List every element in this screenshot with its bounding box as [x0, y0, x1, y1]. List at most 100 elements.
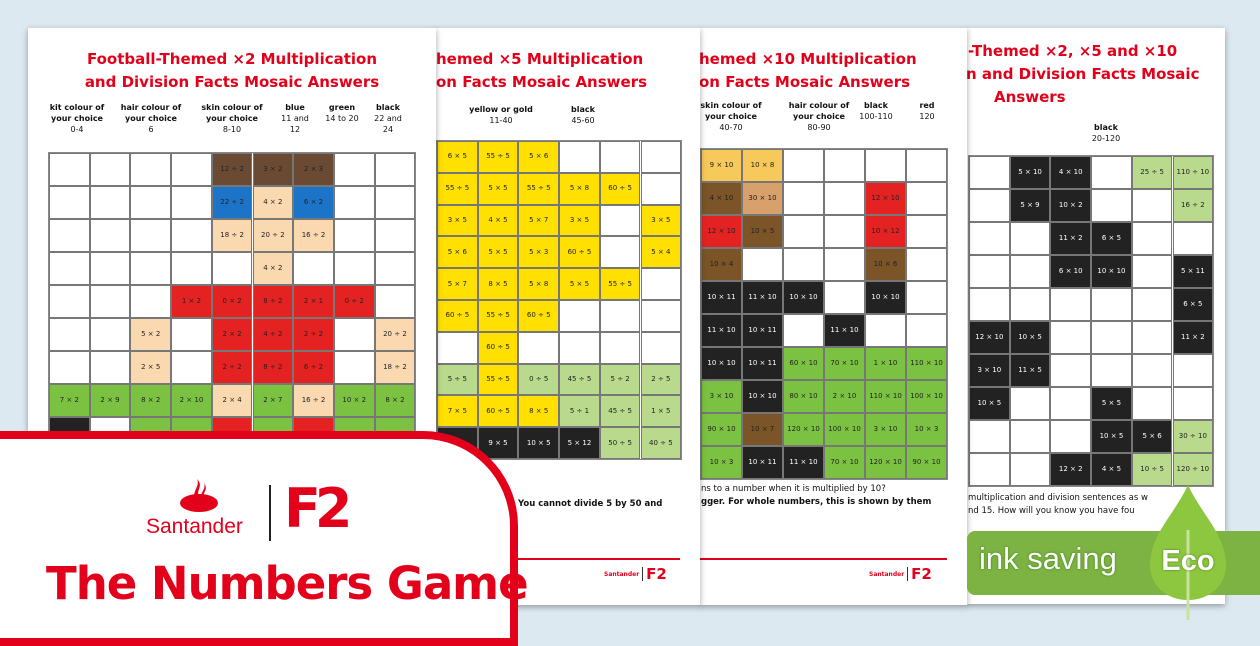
eco-label: Eco [1161, 545, 1215, 577]
mosaic-cell: 60 ÷ 5 [559, 236, 600, 269]
mosaic-cell: 8 ÷ 2 [252, 285, 294, 318]
mosaic-cell: 16 ÷ 2 [293, 219, 334, 252]
mosaic-cell [130, 252, 172, 285]
title-line: on Facts Mosaic [699, 73, 839, 91]
key-range: 6 [148, 125, 154, 134]
mosaic-cell: 10 × 2 [333, 384, 375, 417]
mosaic-cell: 120 × 10 [865, 446, 906, 479]
mosaic-cell: 6 × 2 [293, 186, 334, 219]
mosaic-cell: 18 ÷ 2 [374, 351, 416, 384]
mosaic-cell [171, 186, 212, 219]
mosaic-cell: 11 × 10 [783, 446, 824, 479]
key-range: 40-70 [719, 123, 743, 132]
key-label: hair colour of your choice [120, 103, 182, 123]
mosaic-cell [640, 300, 682, 332]
mosaic-cell [783, 248, 824, 281]
mosaic-cell: 5 × 5 [477, 172, 519, 205]
mosaic-cell: 120 ÷ 10 [1172, 453, 1214, 486]
mosaic-cell [1009, 222, 1051, 255]
mosaic-cell: 10 × 11 [742, 446, 783, 479]
mosaic-cell [1050, 354, 1092, 387]
f2-logo: F2 [911, 565, 932, 583]
mosaic-cell: 12 × 10 [865, 182, 906, 215]
mosaic-cell: 2 × 10 [171, 384, 212, 417]
mosaic-cell: 0 ÷ 2 [333, 285, 375, 318]
mosaic-cell [374, 153, 416, 186]
mosaic-cell: 3 × 10 [969, 354, 1010, 387]
mosaic-cell: 5 × 11 [1172, 255, 1214, 288]
key-range: 22 and 24 [374, 114, 402, 134]
mosaic-cell: 2 ÷ 5 [640, 363, 682, 396]
mosaic-cell: 5 ÷ 2 [599, 363, 641, 396]
worksheet-title: hemed ×5 Multiplication on Facts Mosaic … [436, 48, 647, 94]
title-line: Football-Themed ×2 Multiplication [86, 50, 378, 68]
mosaic-cell: 10 × 10 [865, 281, 906, 314]
mosaic-cell: 70 × 10 [824, 446, 865, 479]
mosaic-cell [865, 314, 906, 347]
mosaic-cell [906, 215, 947, 248]
mosaic-cell: 80 × 10 [783, 380, 824, 413]
title-line: and Division Facts Mosaic [84, 73, 308, 91]
mosaic-cell [293, 252, 334, 285]
colour-key: skin colour of your choice 8-10 [194, 102, 270, 135]
key-label: black [571, 105, 595, 114]
mosaic-cell [1091, 288, 1132, 321]
mosaic-cell: 10 × 11 [742, 347, 783, 380]
mosaic-cell [1091, 156, 1132, 189]
mosaic-cell [640, 141, 682, 173]
mosaic-cell: 5 × 5 [477, 236, 519, 269]
title-answers: Answers [575, 73, 648, 91]
mosaic-cell: 5 × 6 [518, 141, 560, 173]
key-label: green [328, 103, 356, 112]
mosaic-cell: 55 ÷ 5 [437, 172, 478, 205]
worksheet-title: Football-Themed ×2 Multiplication and Di… [28, 48, 436, 94]
worksheet-footer-text: ns to a number when it is multiplied by … [701, 483, 931, 509]
mosaic-cell [333, 153, 375, 186]
mosaic-cell: 11 × 10 [824, 314, 865, 347]
mosaic-cell [89, 285, 131, 318]
footer-line: ns to a number when it is multiplied by … [701, 484, 886, 494]
worksheet-title: -Themed ×2, ×5 and ×10 n and Division Fa… [966, 40, 1199, 109]
mosaic-cell: 7 × 5 [437, 395, 478, 428]
mosaic-cell: 10 × 4 [701, 248, 742, 281]
colour-key: yellow or gold 11-40 [456, 104, 546, 126]
mosaic-cell [599, 204, 641, 237]
mosaic-cell [171, 153, 212, 186]
mosaic-cell: 2 × 5 [130, 351, 172, 384]
mosaic-cell [1050, 321, 1092, 354]
mosaic-cell: 5 × 5 [559, 268, 600, 300]
mosaic-cell [906, 182, 947, 215]
mosaic-cell: 6 ÷ 2 [293, 351, 334, 384]
mosaic-cell: 5 × 10 [1009, 156, 1051, 189]
mosaic-cell: 12 × 10 [969, 321, 1010, 354]
mosaic-cell: 60 ÷ 5 [599, 172, 641, 205]
mosaic-cell [49, 186, 90, 219]
mosaic-cell: 100 × 10 [906, 380, 947, 413]
mosaic-cell [1172, 387, 1214, 420]
mosaic-cell: 2 × 10 [824, 380, 865, 413]
title-line: hemed ×5 Multiplication [436, 50, 644, 68]
mosaic-cell [640, 172, 682, 205]
footer-line: gger. For whole numbers, this is shown b… [701, 497, 932, 507]
mosaic-cell [1050, 288, 1092, 321]
worksheet-x10: hemed ×10 Multiplication on Facts Mosaic… [699, 28, 967, 605]
mosaic-cell [49, 285, 90, 318]
mosaic-cell: 12 × 10 [701, 215, 742, 248]
key-range: 11-40 [489, 116, 513, 125]
mosaic-cell: 2 ÷ 2 [293, 318, 334, 351]
mosaic-cell: 6 × 10 [1050, 255, 1092, 288]
key-label: skin colour of your choice [201, 103, 263, 123]
ink-saving-label: ink saving [979, 541, 1117, 576]
key-range: 11 and 12 [281, 114, 309, 134]
mosaic-cell [89, 318, 131, 351]
mosaic-cell [171, 318, 212, 351]
mosaic-cell: 0 × 2 [211, 285, 253, 318]
santander-flame-icon [180, 479, 218, 512]
mosaic-cell [640, 331, 682, 364]
mosaic-cell [1172, 222, 1214, 255]
mosaic-cell [518, 331, 560, 364]
mosaic-cell [969, 189, 1010, 222]
mosaic-cell: 60 ÷ 5 [477, 331, 519, 364]
mosaic-cell [783, 182, 824, 215]
